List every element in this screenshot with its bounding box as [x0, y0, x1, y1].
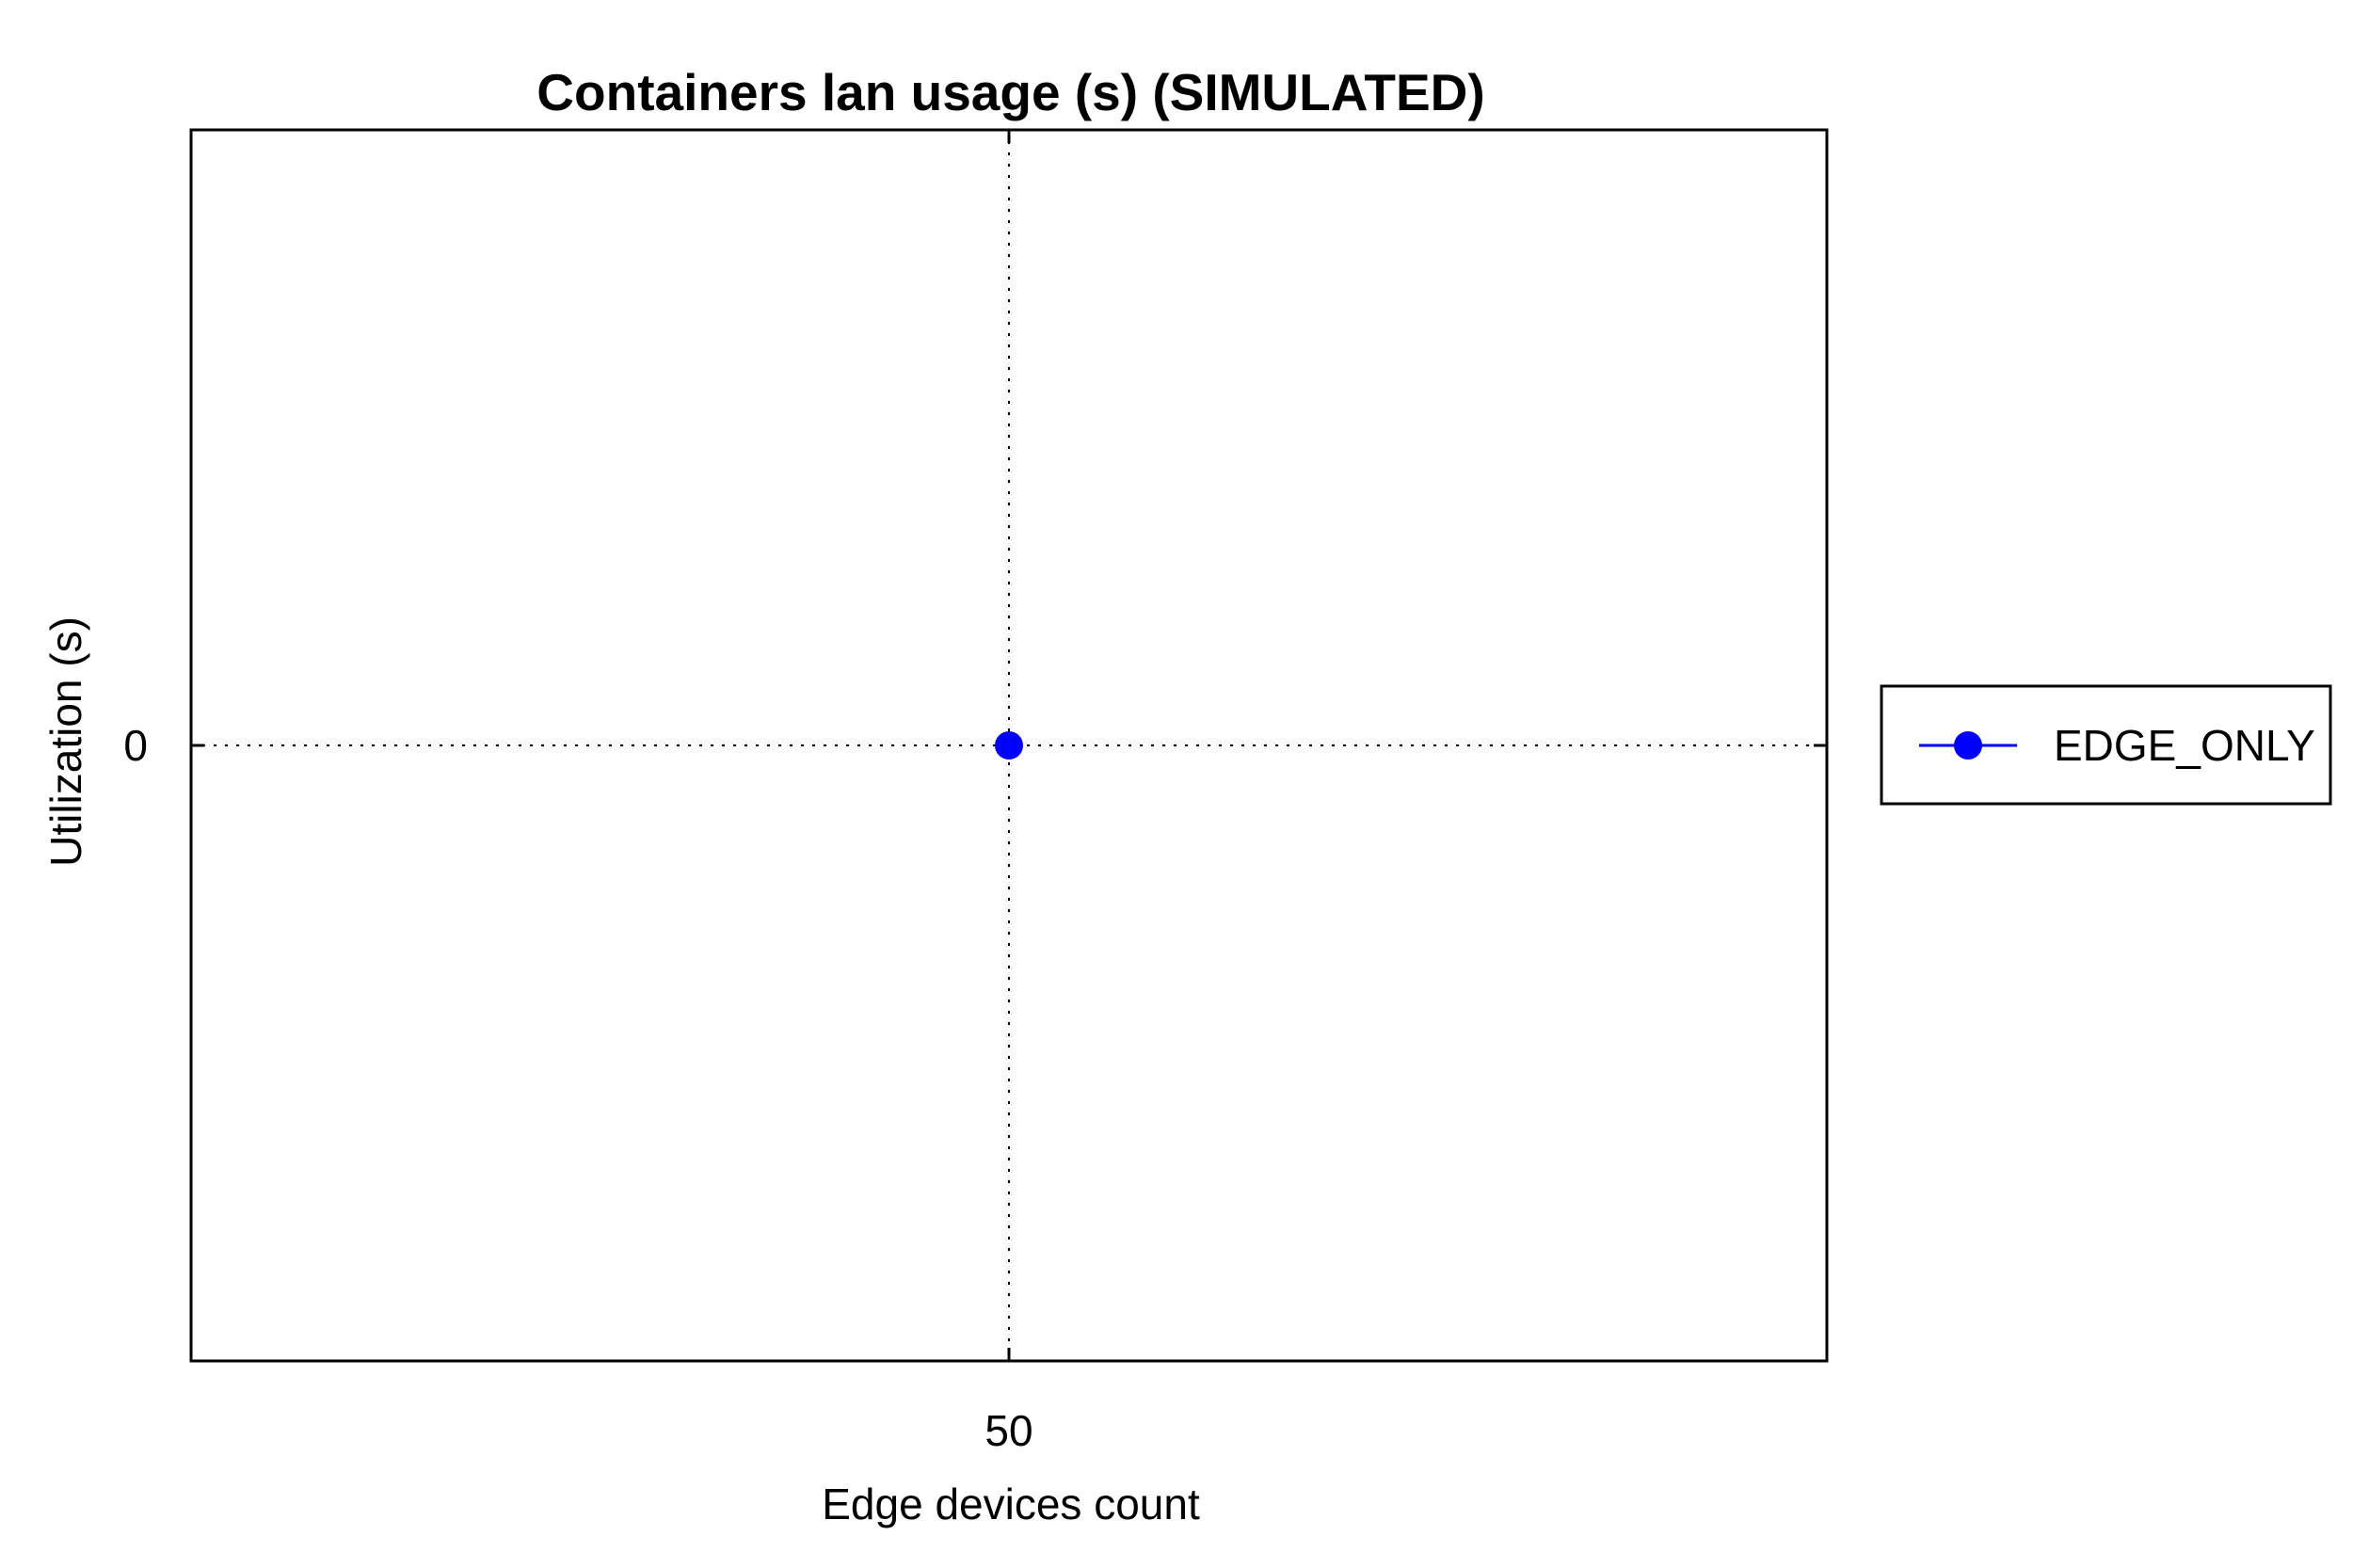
legend-label: EDGE_ONLY — [2054, 721, 2315, 770]
legend-entries: EDGE_ONLY — [1919, 721, 2315, 770]
x-axis-label: Edge devices count — [822, 1480, 1200, 1528]
legend-marker — [1954, 731, 1982, 760]
y-axis-label: Utilization (s) — [41, 616, 90, 867]
y-tick-label: 0 — [123, 721, 148, 770]
chart-title: Containers lan usage (s) (SIMULATED) — [536, 63, 1484, 121]
x-tick-label: 50 — [984, 1406, 1032, 1455]
grid-layer — [191, 130, 1827, 1361]
tick-layer: 50 0 — [123, 130, 1827, 1455]
legend: EDGE_ONLY — [1880, 684, 2332, 806]
data-point — [995, 731, 1023, 760]
series-layer — [995, 731, 1023, 760]
